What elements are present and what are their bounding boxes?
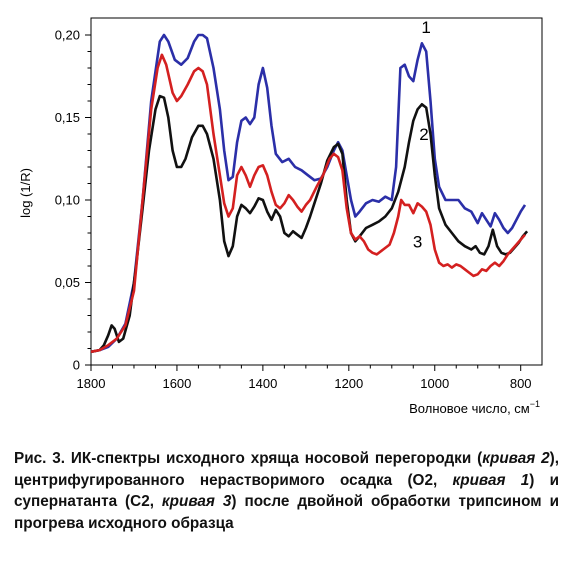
- series-label-2: 2: [419, 125, 428, 144]
- series-label-3: 3: [413, 232, 422, 251]
- x-tick-label: 1800: [77, 376, 106, 391]
- caption-text-2: ), центрифугированного нерастворимого ос…: [14, 450, 559, 489]
- caption-text-4: ) после двойной обработки трипсином и пр…: [14, 493, 559, 532]
- series-label-1: 1: [421, 18, 430, 37]
- caption-text-1: Рис. 3. ИК-спектры исходного хряща носов…: [14, 450, 483, 467]
- x-tick-label: 1600: [162, 376, 191, 391]
- caption-curve-2: кривая 2: [482, 450, 550, 467]
- ir-spectra-chart: 1800 1600 1400 1200 1000 800 0 0,05 0,10 0,15 0,2…: [18, 17, 543, 416]
- y-axis-title: log (1/R): [18, 168, 33, 218]
- figure-caption: Рис. 3. ИК-спектры исходного хряща носов…: [14, 448, 559, 534]
- plot-frame: [90, 17, 543, 366]
- x-axis-title-superscript: −1: [530, 399, 540, 409]
- caption-curve-1: кривая 1: [452, 471, 530, 489]
- x-tick-label: 800: [510, 376, 532, 391]
- x-tick-label: 1200: [334, 376, 363, 391]
- series-line-2: [90, 94, 529, 354]
- y-axis: 0 0,05 0,10 0,15 0,20: [55, 28, 91, 373]
- series-lines: [90, 33, 529, 354]
- y-tick-label: 0,20: [55, 28, 80, 43]
- x-tick-label: 1400: [248, 376, 277, 391]
- y-tick-label: 0,10: [55, 193, 80, 208]
- caption-curve-3: кривая 3: [161, 493, 232, 510]
- y-tick-label: 0: [73, 358, 80, 373]
- x-axis-title-text: Волновое число, см: [409, 401, 530, 416]
- y-tick-label: 0,15: [55, 110, 80, 125]
- series-labels: 1 2 3: [413, 18, 431, 252]
- series-line-3: [90, 53, 526, 354]
- y-tick-label: 0,05: [55, 275, 80, 290]
- x-axis-title: Волновое число, см−1: [409, 399, 540, 416]
- x-tick-label: 1000: [420, 376, 449, 391]
- x-axis: 1800 1600 1400 1200 1000 800: [77, 365, 532, 391]
- caption-text-3: ) и супернатанта (С2,: [14, 471, 559, 511]
